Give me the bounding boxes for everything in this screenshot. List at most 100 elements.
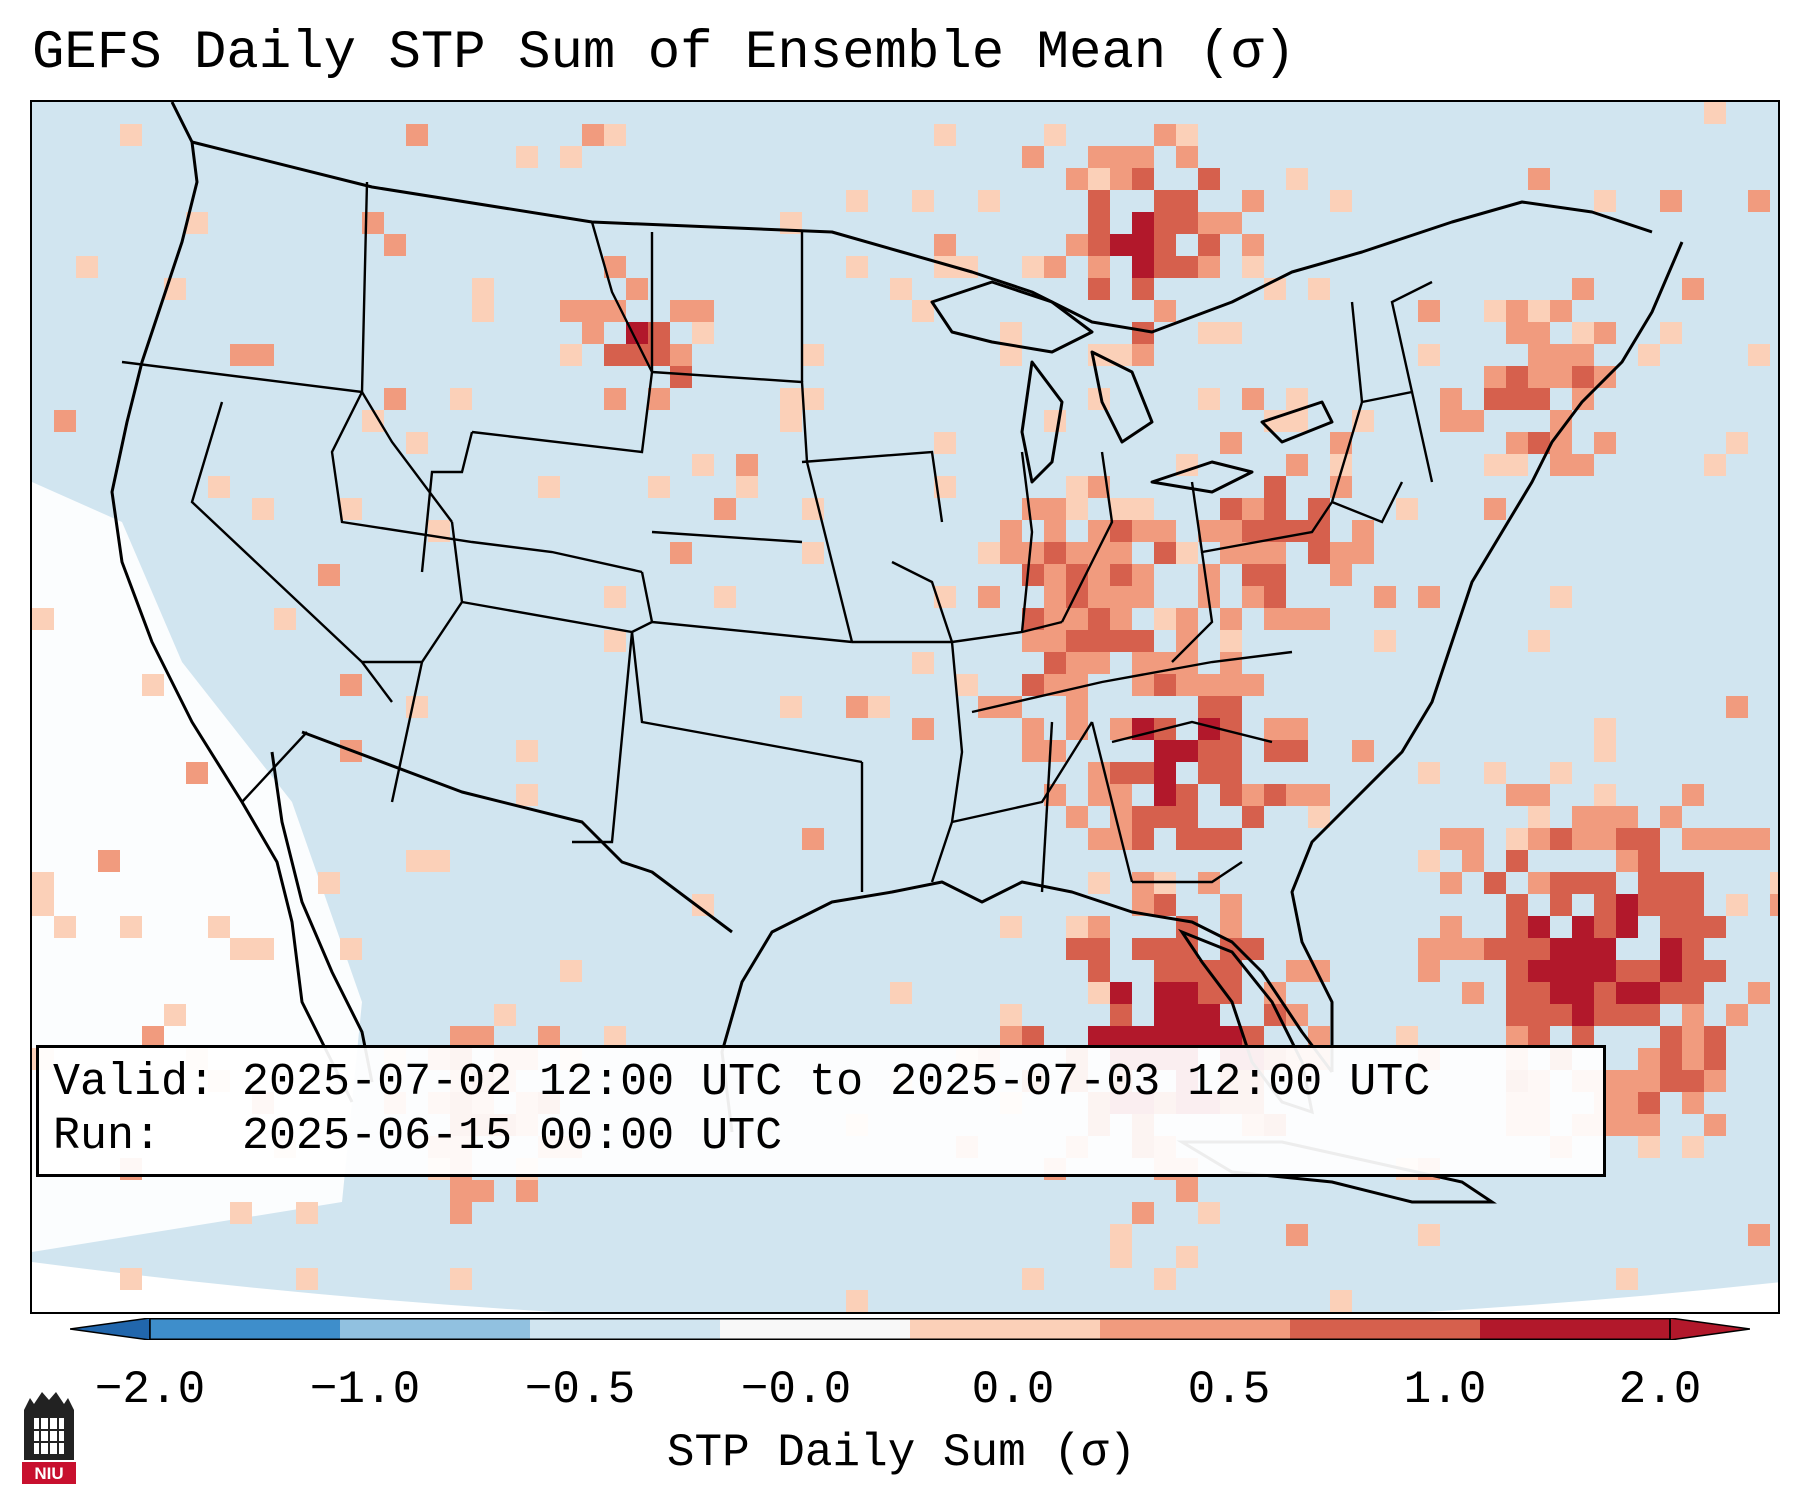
anomaly-cell: [1000, 344, 1022, 366]
anomaly-cell: [1044, 124, 1066, 146]
anomaly-cell: [1726, 1004, 1748, 1026]
anomaly-cell: [1198, 1004, 1220, 1026]
anomaly-cell: [1330, 190, 1352, 212]
anomaly-cell: [186, 212, 208, 234]
anomaly-cell: [1616, 916, 1638, 938]
anomaly-cell: [1198, 212, 1220, 234]
anomaly-cell: [780, 212, 802, 234]
anomaly-cell: [1506, 388, 1528, 410]
anomaly-cell: [1132, 256, 1154, 278]
anomaly-cell: [1704, 1026, 1726, 1048]
anomaly-cell: [1242, 542, 1264, 564]
anomaly-cell: [1044, 520, 1066, 542]
anomaly-cell: [1704, 102, 1726, 124]
anomaly-cell: [1176, 212, 1198, 234]
anomaly-cell: [362, 410, 384, 432]
anomaly-cell: [1242, 564, 1264, 586]
anomaly-cell: [1506, 894, 1528, 916]
anomaly-cell: [1660, 894, 1682, 916]
anomaly-cell: [1748, 344, 1770, 366]
anomaly-cell: [1132, 1202, 1154, 1224]
anomaly-cell: [1066, 630, 1088, 652]
anomaly-cell: [1264, 542, 1286, 564]
anomaly-cell: [1066, 542, 1088, 564]
anomaly-cell: [1286, 410, 1308, 432]
anomaly-cell: [1220, 894, 1242, 916]
anomaly-cell: [714, 586, 736, 608]
anomaly-cell: [1110, 784, 1132, 806]
anomaly-cell: [1528, 872, 1550, 894]
anomaly-cell: [802, 388, 824, 410]
anomaly-cell: [1154, 960, 1176, 982]
anomaly-cell: [1220, 1026, 1242, 1048]
gulf-coastline: [720, 880, 1334, 1133]
anomaly-cell: [626, 322, 648, 344]
anomaly-cell: [670, 344, 692, 366]
anomaly-cell: [1088, 278, 1110, 300]
anomaly-cell: [1132, 806, 1154, 828]
anomaly-cell: [1088, 146, 1110, 168]
canada-border: [191, 140, 1653, 334]
anomaly-cell: [450, 1202, 472, 1224]
anomaly-cell: [1660, 960, 1682, 982]
anomaly-cell: [1154, 806, 1176, 828]
anomaly-cell: [934, 476, 956, 498]
anomaly-cell: [1528, 432, 1550, 454]
colorbar-tick-label: 0.5: [1187, 1364, 1271, 1416]
anomaly-cell: [604, 586, 626, 608]
stp-map: [32, 102, 1778, 1312]
anomaly-cell: [1154, 520, 1176, 542]
anomaly-cell: [1176, 784, 1198, 806]
anomaly-cell: [1132, 344, 1154, 366]
anomaly-cell: [582, 322, 604, 344]
anomaly-cell: [1242, 498, 1264, 520]
anomaly-cell: [1132, 322, 1154, 344]
anomaly-cell: [1594, 784, 1616, 806]
colorbar-segment: [1100, 1318, 1290, 1340]
anomaly-cell: [1220, 520, 1242, 542]
anomaly-cell: [1154, 784, 1176, 806]
anomaly-cell: [1022, 542, 1044, 564]
anomaly-cell: [164, 1004, 186, 1026]
anomaly-cell: [1330, 542, 1352, 564]
anomaly-cell: [1264, 784, 1286, 806]
anomaly-cell: [1242, 586, 1264, 608]
anomaly-cell: [1198, 674, 1220, 696]
anomaly-cell: [1088, 190, 1110, 212]
anomaly-cell: [560, 146, 582, 168]
anomaly-cell: [582, 124, 604, 146]
anomaly-cell: [1066, 586, 1088, 608]
valid-label: Valid:: [53, 1057, 216, 1108]
anomaly-cell: [1154, 1026, 1176, 1048]
coastline-borders: [110, 102, 1684, 1133]
anomaly-cell: [1484, 762, 1506, 784]
anomaly-cell: [1616, 850, 1638, 872]
anomaly-cell: [1528, 982, 1550, 1004]
info-box: Valid: 2025-07-02 12:00 UTC to 2025-07-0…: [36, 1045, 1606, 1177]
anomaly-cell: [32, 608, 54, 630]
anomaly-cell: [1198, 564, 1220, 586]
anomaly-cell: [1220, 212, 1242, 234]
anomaly-cell: [1550, 872, 1572, 894]
anomaly-cell: [1638, 828, 1660, 850]
anomaly-cell: [1462, 850, 1484, 872]
anomaly-cell: [1264, 586, 1286, 608]
anomaly-cell: [1220, 608, 1242, 630]
anomaly-cell: [1682, 960, 1704, 982]
anomaly-cell: [1440, 916, 1462, 938]
anomaly-cell: [1286, 740, 1308, 762]
anomaly-cell: [1682, 1070, 1704, 1092]
anomaly-cell: [1616, 828, 1638, 850]
anomaly-cell: [274, 608, 296, 630]
anomaly-cell: [1110, 1004, 1132, 1026]
anomaly-cell: [1286, 1004, 1308, 1026]
anomaly-cell: [1528, 1004, 1550, 1026]
anomaly-cell: [1066, 168, 1088, 190]
anomaly-cell: [1682, 1048, 1704, 1070]
anomaly-cell: [1286, 784, 1308, 806]
anomaly-cell: [1418, 1224, 1440, 1246]
anomaly-cell: [1374, 630, 1396, 652]
anomaly-cell: [1550, 366, 1572, 388]
anomaly-cell: [472, 1180, 494, 1202]
anomaly-cell: [1110, 1246, 1132, 1268]
